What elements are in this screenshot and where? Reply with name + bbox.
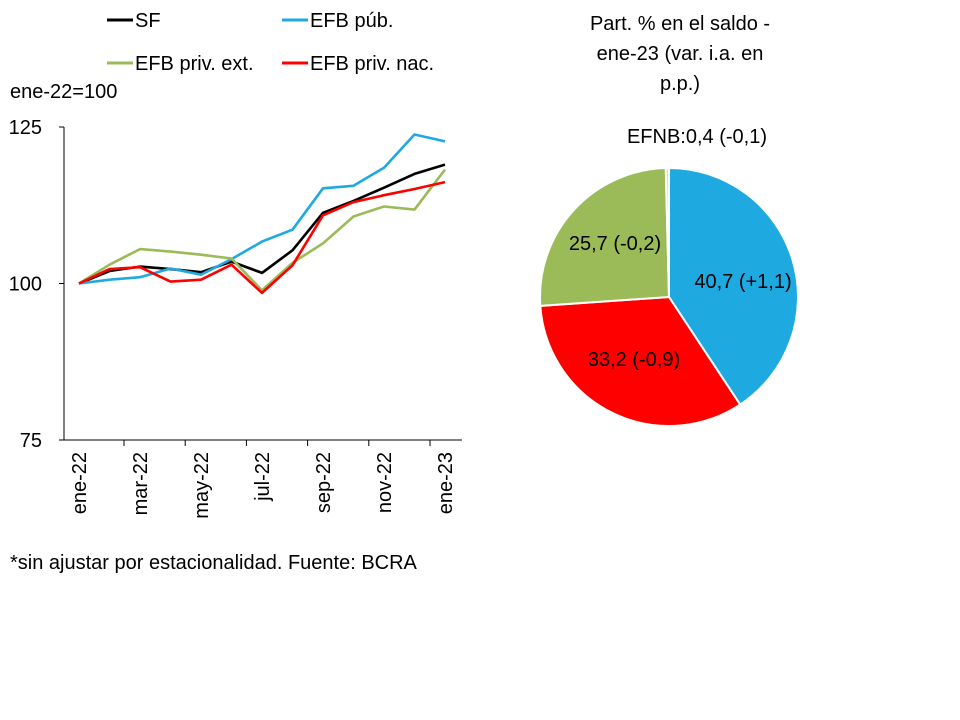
pie-title-line-1: Part. % en el saldo - — [590, 13, 770, 35]
pie-title-line-3: p.p.) — [660, 73, 700, 95]
pie-slice-efnb — [664, 166, 670, 298]
pie-label-efnb: EFNB:0,4 (-0,1) — [627, 126, 767, 148]
footnote: *sin ajustar por estacionalidad. Fuente:… — [10, 552, 418, 574]
x-tick-label: nov-22 — [374, 452, 396, 513]
x-tick-label: may-22 — [191, 452, 213, 519]
pie-label-efb-priv-ext: 25,7 (-0,2) — [569, 233, 661, 255]
legend-item-efb-priv-nac: EFB priv. nac. — [282, 53, 434, 75]
series-line-efb-pub — [78, 133, 446, 285]
legend-label: EFB priv. nac. — [310, 53, 434, 75]
line-chart-legend: SF EFB púb. EFB priv. ext. EFB priv. nac. — [107, 10, 434, 75]
x-tick-label: ene-22 — [69, 452, 91, 514]
pie-chart: Part. % en el saldo - ene-23 (var. i.a. … — [539, 13, 799, 427]
series-line-efb-priv-ext — [78, 168, 447, 292]
y-tick-label: 100 — [9, 274, 42, 296]
legend-item-sf: SF — [107, 10, 161, 32]
x-tick-label: mar-22 — [130, 452, 152, 515]
pie-slice-efb-priv-nac — [539, 295, 742, 427]
line-chart: ene-22=100 SF EFB púb. EFB priv. ext. EFB p… — [9, 10, 462, 519]
x-tick-label: sep-22 — [313, 452, 335, 513]
series-line-efb-priv-nac — [78, 180, 446, 295]
series-line-sf — [78, 163, 446, 285]
y-tick-label: 75 — [20, 430, 42, 452]
pie-slices — [539, 166, 799, 427]
pie-labels: 40,7 (+1,1) 33,2 (-0,9) 25,7 (-0,2) EFNB:0,… — [569, 126, 792, 371]
pie-label-efb-pub: 40,7 (+1,1) — [694, 271, 791, 293]
legend-item-efb-priv-ext: EFB priv. ext. — [107, 53, 254, 75]
pie-slice-efb-priv-ext — [539, 167, 671, 307]
y-axis-label: ene-22=100 — [10, 81, 117, 103]
legend-label: EFB púb. — [310, 10, 393, 32]
series-lines — [78, 133, 447, 295]
pie-label-efb-priv-nac: 33,2 (-0,9) — [588, 349, 680, 371]
legend-label: EFB priv. ext. — [135, 53, 254, 75]
x-tick-label: jul-22 — [252, 452, 274, 502]
y-tick-label: 125 — [9, 117, 42, 139]
pie-title-line-2: ene-23 (var. i.a. en — [597, 43, 764, 65]
legend-item-efb-pub: EFB púb. — [282, 10, 393, 32]
x-tick-label: ene-23 — [435, 452, 457, 514]
plot-axes: 75 100 125 ene-22 mar-22 may-22 jul-22 sep-22 no… — [9, 117, 462, 519]
legend-label: SF — [135, 10, 161, 32]
